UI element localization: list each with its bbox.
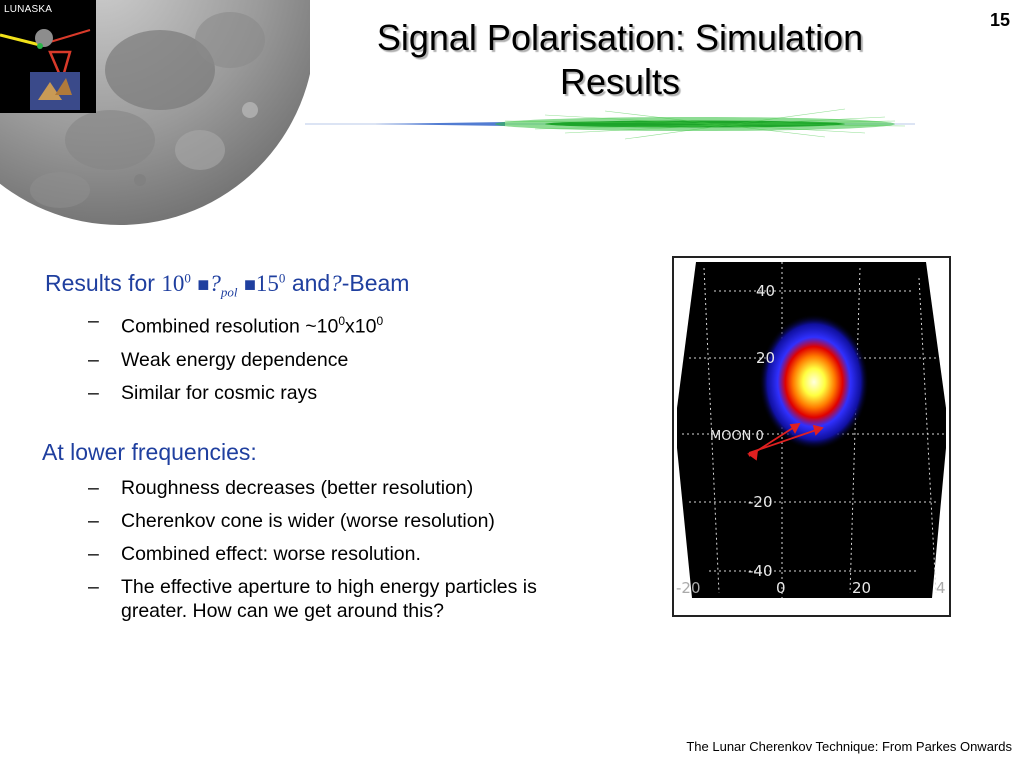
results-prefix: Results for <box>45 270 155 296</box>
leq-symbol-2: ■ <box>243 274 256 296</box>
list-item: – Weak energy dependence <box>88 348 349 371</box>
logo-label: LUNASKA <box>4 4 53 15</box>
y-tick-label: -20 <box>748 493 773 511</box>
beam-suffix: -Beam <box>341 270 410 296</box>
y-tick-label: MOON 0 <box>710 429 764 444</box>
logo-graphic <box>0 29 91 110</box>
y-tick-label: -40 <box>748 562 773 580</box>
leq-symbol: ■ <box>197 274 210 296</box>
list-item: – The effective aperture to high energy p… <box>88 576 537 622</box>
list-item: – Similar for cosmic rays <box>88 381 318 404</box>
upper-limit: 150 <box>255 270 286 296</box>
title-line-1: Signal Polarisation: Simulation <box>376 17 864 58</box>
slide-number: 15 <box>989 10 1010 30</box>
list-item: – Roughness decreases (better resolution) <box>88 477 474 499</box>
footer-text: The Lunar Cherenkov Technique: From Park… <box>686 739 1012 754</box>
list-item: – Cherenkov cone is wider (worse resoluti… <box>88 510 495 532</box>
lower-frequencies-heading: At lower frequencies: <box>42 439 257 465</box>
x-tick-label: -20 <box>676 579 701 597</box>
sky-map-plot: 40 20 MOON 0 -20 -40 -20 0 20 4 <box>676 262 946 598</box>
lunaska-logo: LUNASKA <box>0 0 96 113</box>
x-tick-label: 0 <box>776 579 786 597</box>
theta-pol: ?pol <box>209 271 238 300</box>
title-line-2: Results <box>559 61 681 102</box>
results-heading: Results for 100 ■?pol ■150 and?-Beam <box>45 270 409 301</box>
list-item: – Combined effect: worse resolution. <box>88 543 421 565</box>
and-word: and <box>291 270 331 296</box>
results-list: – Combined resolution ~100x100 – Weak ener… <box>88 309 561 414</box>
theta-symbol: ? <box>330 271 342 296</box>
y-tick-label: 20 <box>756 349 775 367</box>
y-tick-label: 40 <box>756 282 775 300</box>
x-tick-label: 4 <box>936 579 946 597</box>
list-item: – Combined resolution ~100x100 <box>88 310 384 338</box>
x-tick-label: 20 <box>852 579 871 597</box>
lower-frequencies-list: – Roughness decreases (better resolution)… <box>88 476 566 632</box>
lower-limit: 100 <box>161 270 191 296</box>
page-title: Signal Polarisation: Simulation Results <box>320 16 920 104</box>
sky-map-figure: 40 20 MOON 0 -20 -40 -20 0 20 4 <box>672 256 951 617</box>
cosmic-shower-streak <box>305 108 915 140</box>
